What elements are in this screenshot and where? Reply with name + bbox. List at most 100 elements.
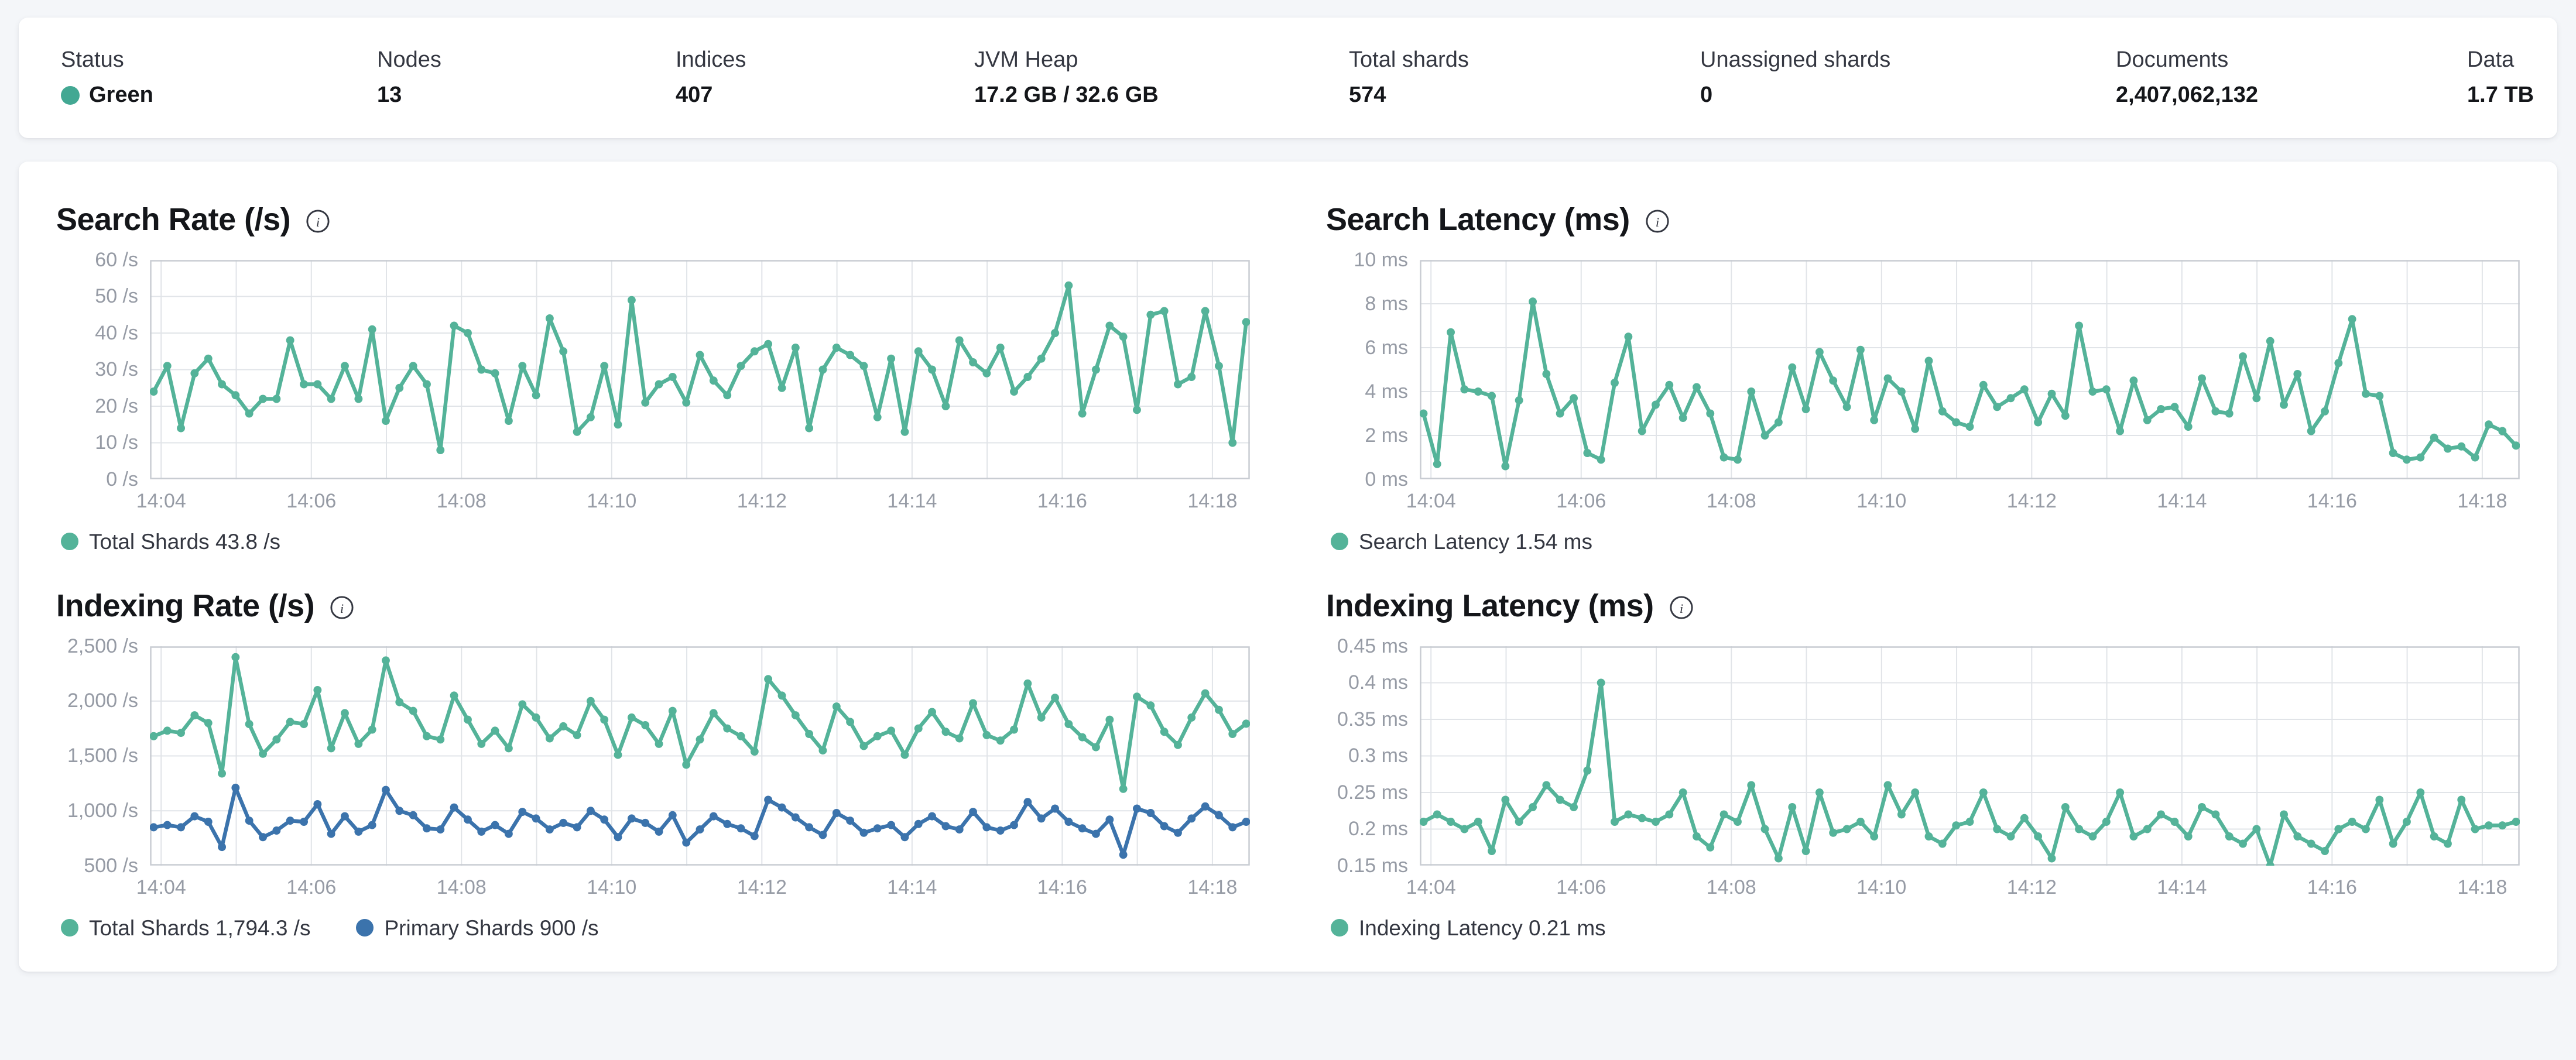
x-tick-label: 14:08: [1706, 876, 1756, 898]
x-axis: 14:04 14:06 14:08 14:10 14:12 14:14 14:16 14:18: [1406, 479, 2520, 518]
x-tick-label: 14:12: [2006, 489, 2057, 512]
y-tick-label: 0.35 ms: [1337, 708, 1408, 730]
x-tick-label: 14:10: [1856, 489, 1907, 512]
chart-search-rate: Search Rate (/s) i 60 /s 50 /s 40 /s 30 /s 2…: [56, 204, 1250, 553]
x-tick-label: 14:12: [737, 489, 787, 512]
y-tick-label: 4 ms: [1365, 380, 1408, 403]
legend-dot-icon: [1331, 533, 1348, 551]
x-tick-label: 14:14: [2157, 489, 2207, 512]
info-icon[interactable]: i: [306, 209, 330, 234]
y-axis: 60 /s 50 /s 40 /s 30 /s 20 /s 10 /s 0 /s: [56, 250, 150, 489]
legend-label: Primary Shards 900 /s: [384, 915, 599, 940]
chart-svg: [150, 646, 1250, 866]
plot-area[interactable]: [150, 259, 1250, 479]
svg-text:i: i: [1679, 601, 1683, 616]
metric-label: JVM Heap: [974, 47, 1078, 72]
chart-svg: [1420, 259, 2520, 479]
chart-title: Indexing Latency (ms): [1326, 588, 1654, 623]
metric-label: Unassigned shards: [1700, 47, 1891, 72]
svg-text:i: i: [316, 215, 320, 229]
y-tick-label: 0 /s: [106, 468, 138, 490]
info-icon[interactable]: i: [1645, 209, 1670, 234]
x-tick-label: 14:16: [1037, 489, 1087, 512]
x-tick-label: 14:18: [1187, 489, 1238, 512]
x-tick-label: 14:10: [587, 489, 637, 512]
x-tick-label: 14:10: [1856, 876, 1907, 898]
chart-title: Indexing Rate (/s): [56, 588, 315, 623]
y-tick-label: 0.25 ms: [1337, 781, 1408, 804]
x-tick-label: 14:08: [1706, 489, 1756, 512]
legend-item: Total Shards 43.8 /s: [61, 531, 280, 553]
info-icon[interactable]: i: [1669, 595, 1694, 620]
y-tick-label: 50 /s: [95, 285, 138, 308]
x-tick-label: 14:08: [436, 876, 487, 898]
cluster-summary-bar: Status Green Nodes 13 Indices 407 JVM Heap 17.2…: [19, 18, 2557, 138]
info-icon[interactable]: i: [330, 595, 354, 620]
x-tick-label: 14:06: [286, 876, 337, 898]
y-tick-label: 1,500 /s: [67, 745, 138, 767]
chart-svg: [150, 259, 1250, 479]
y-tick-label: 8 ms: [1365, 292, 1408, 315]
y-tick-label: 20 /s: [95, 395, 138, 417]
metric-value: 0: [1700, 82, 1713, 107]
y-tick-label: 500 /s: [84, 854, 138, 877]
legend-dot-icon: [1331, 919, 1348, 937]
y-axis: 10 ms 8 ms 6 ms 4 ms 2 ms 0 ms: [1326, 250, 1420, 489]
metric-nodes: Nodes 13: [377, 47, 676, 108]
legend: Indexing Latency 0.21 ms: [1331, 917, 2520, 939]
metric-value: 574: [1349, 82, 1386, 107]
legend-dot-icon: [61, 533, 78, 551]
legend-label: Total Shards 1,794.3 /s: [89, 915, 311, 940]
x-tick-label: 14:10: [587, 876, 637, 898]
legend-label: Total Shards 43.8 /s: [89, 529, 281, 554]
y-tick-label: 10 /s: [95, 431, 138, 454]
y-axis: 0.45 ms 0.4 ms 0.35 ms 0.3 ms 0.25 ms 0.2 ms 0…: [1326, 636, 1420, 876]
legend-dot-icon: [356, 919, 374, 937]
x-tick-label: 14:18: [1187, 876, 1238, 898]
x-axis: 14:04 14:06 14:08 14:10 14:12 14:14 14:16 14:18: [136, 866, 1250, 904]
y-tick-label: 30 /s: [95, 358, 138, 381]
metric-data: Data 1.7 TB: [2467, 47, 2561, 108]
x-tick-label: 14:16: [2307, 489, 2357, 512]
x-tick-label: 14:16: [2307, 876, 2357, 898]
charts-panel: Search Rate (/s) i 60 /s 50 /s 40 /s 30 /s 2…: [19, 161, 2557, 972]
legend: Search Latency 1.54 ms: [1331, 531, 2520, 553]
chart-svg: [1420, 646, 2520, 866]
metric-label: Indices: [676, 47, 746, 72]
metric-indices: Indices 407: [676, 47, 974, 108]
x-axis: 14:04 14:06 14:08 14:10 14:12 14:14 14:16 14:18: [1406, 866, 2520, 904]
plot-area[interactable]: [150, 646, 1250, 866]
x-tick-label: 14:14: [2157, 876, 2207, 898]
x-tick-label: 14:18: [2457, 489, 2508, 512]
y-tick-label: 6 ms: [1365, 336, 1408, 359]
metric-label: Data: [2467, 47, 2515, 72]
metric-jvm-heap: JVM Heap 17.2 GB / 32.6 GB: [974, 47, 1349, 108]
metric-unassigned-shards: Unassigned shards 0: [1700, 47, 2116, 108]
plot-area[interactable]: [1420, 259, 2520, 479]
y-tick-label: 2 ms: [1365, 424, 1408, 447]
chart-title: Search Rate (/s): [56, 201, 291, 237]
x-tick-label: 14:06: [286, 489, 337, 512]
legend-label: Indexing Latency 0.21 ms: [1359, 915, 1606, 940]
legend-item: Indexing Latency 0.21 ms: [1331, 917, 1606, 939]
chart-search-latency: Search Latency (ms) i 10 ms 8 ms 6 ms 4 ms 2…: [1326, 204, 2520, 553]
metric-status: Status Green: [61, 47, 377, 108]
x-tick-label: 14:08: [436, 489, 487, 512]
y-tick-label: 2,000 /s: [67, 689, 138, 712]
y-tick-label: 0 ms: [1365, 468, 1408, 490]
metric-value: Green: [89, 82, 153, 107]
legend-dot-icon: [61, 919, 78, 937]
y-axis: 2,500 /s 2,000 /s 1,500 /s 1,000 /s 500 /s: [56, 636, 150, 876]
metric-value: 2,407,062,132: [2116, 82, 2259, 107]
x-tick-label: 14:14: [887, 489, 937, 512]
y-tick-label: 2,500 /s: [67, 634, 138, 657]
y-tick-label: 0.3 ms: [1348, 745, 1408, 767]
y-tick-label: 0.15 ms: [1337, 854, 1408, 877]
metric-value: 1.7 TB: [2467, 82, 2534, 107]
plot-area[interactable]: [1420, 646, 2520, 866]
y-tick-label: 60 /s: [95, 248, 138, 271]
x-tick-label: 14:04: [1406, 876, 1456, 898]
metric-value: 407: [676, 82, 713, 107]
y-tick-label: 0.45 ms: [1337, 634, 1408, 657]
y-tick-label: 10 ms: [1354, 248, 1408, 271]
